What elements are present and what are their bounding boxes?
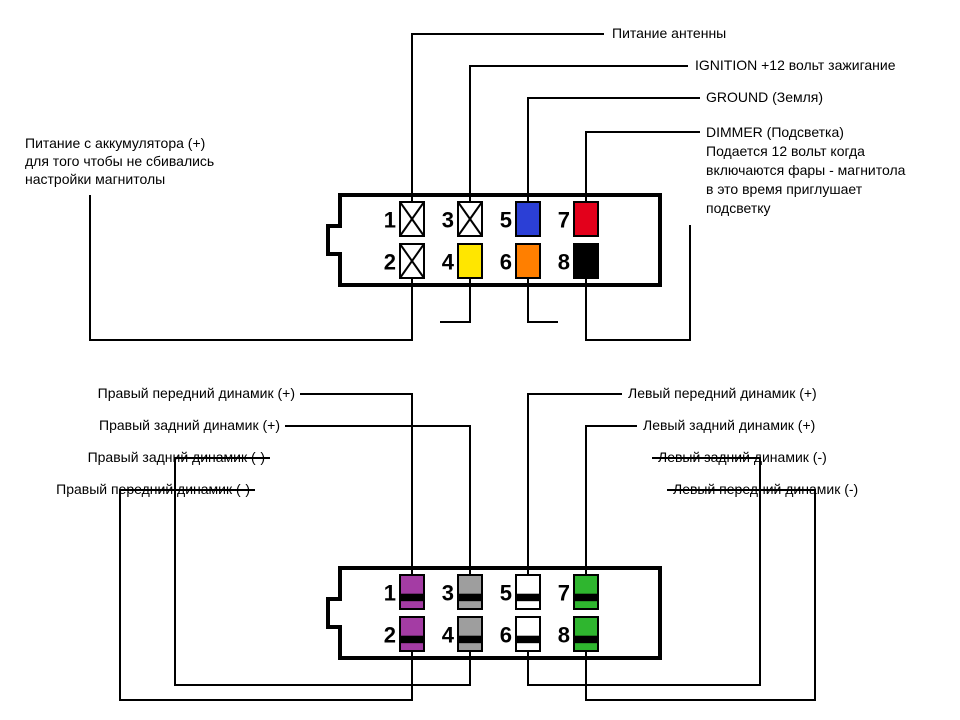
lead-a6 [528,287,558,322]
pin-3: 3 [442,575,482,609]
pin-6: 6 [500,617,540,651]
pin-1: 1 [384,202,424,236]
svg-text:6: 6 [500,623,512,648]
svg-text:4: 4 [442,623,455,648]
label-b-left-1: Правый задний динамик (+) [99,417,280,433]
label-a-right-7: подсветку [706,200,771,216]
label-a-right-2: GROUND (Земля) [706,89,823,105]
label-b-left-2: Правый задний динамик (-) [88,449,265,465]
svg-text:5: 5 [500,208,512,233]
connector-body [328,568,660,658]
label-b-left-0: Правый передний динамик (+) [98,385,295,401]
pin-2: 2 [384,244,424,278]
lead-b7 [586,426,637,566]
label-a-right-6: в это время приглушает [706,181,863,197]
svg-text:3: 3 [442,581,454,606]
label-battery-1: Питание с аккумулятора (+) [25,135,205,151]
lead-dimmer [586,132,700,193]
svg-text:4: 4 [442,250,455,275]
pin-8: 8 [558,244,598,278]
svg-text:2: 2 [384,250,396,275]
svg-text:1: 1 [384,208,396,233]
pin-3: 3 [442,202,482,236]
pin-7: 7 [558,575,598,609]
pin-4: 4 [442,617,482,651]
pin-5: 5 [500,202,540,236]
svg-text:8: 8 [558,250,570,275]
label-b-right-0: Левый передний динамик (+) [628,385,817,401]
pin-5: 5 [500,575,540,609]
svg-text:5: 5 [500,581,512,606]
label-a-right-4: Подается 12 вольт когда [706,143,865,159]
pin-1: 1 [384,575,424,609]
label-a-right-3: DIMMER (Подсветка) [706,124,844,140]
pin-2: 2 [384,617,424,651]
pin-8: 8 [558,617,598,651]
label-a-right-1: IGNITION +12 вольт зажигание [695,57,896,73]
svg-text:6: 6 [500,250,512,275]
svg-text:3: 3 [442,208,454,233]
svg-text:7: 7 [558,581,570,606]
lead-b3 [285,426,470,566]
pin-4: 4 [442,244,482,278]
label-battery-2: для того чтобы не сбивались [25,153,214,169]
lead-b5 [528,394,622,566]
svg-text:8: 8 [558,623,570,648]
svg-text:2: 2 [384,623,396,648]
svg-text:7: 7 [558,208,570,233]
lead-ground [528,98,700,193]
label-a-right-5: включаются фары - магнитола [706,162,906,178]
label-b-left-3: Правый передний динамик (-) [56,481,250,497]
label-b-right-3: Левый передний динамик (-) [673,481,858,497]
lead-ignition [470,66,688,193]
connector-body [328,195,660,285]
label-battery-3: настройки магнитолы [25,171,165,187]
svg-text:1: 1 [384,581,396,606]
label-a-right-0: Питание антенны [612,25,726,41]
label-b-right-1: Левый задний динамик (+) [643,417,815,433]
label-b-right-2: Левый задний динамик (-) [658,449,827,465]
lead-a4 [440,287,470,322]
lead-antenna [412,34,604,193]
pin-7: 7 [558,202,598,236]
lead-b1 [300,394,412,566]
pin-6: 6 [500,244,540,278]
